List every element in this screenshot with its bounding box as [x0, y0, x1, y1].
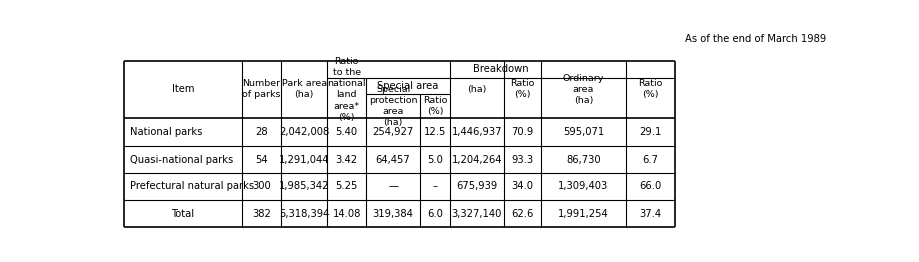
Text: 29.1: 29.1	[639, 127, 661, 137]
Text: 319,384: 319,384	[372, 209, 413, 219]
Text: 37.4: 37.4	[639, 209, 661, 219]
Text: 1,204,264: 1,204,264	[451, 155, 502, 165]
Text: 254,927: 254,927	[372, 127, 414, 137]
Text: 28: 28	[255, 127, 267, 137]
Text: Quasi-national parks: Quasi-national parks	[130, 155, 233, 165]
Text: 5.0: 5.0	[426, 155, 443, 165]
Text: 3.42: 3.42	[335, 155, 357, 165]
Text: 64,457: 64,457	[375, 155, 410, 165]
Text: 1,309,403: 1,309,403	[558, 181, 607, 191]
Text: Total: Total	[171, 209, 195, 219]
Text: 62.6: 62.6	[510, 209, 533, 219]
Text: 1,985,342: 1,985,342	[278, 181, 329, 191]
Text: 5.40: 5.40	[335, 127, 357, 137]
Text: 5,318,394: 5,318,394	[278, 209, 329, 219]
Text: Ratio
(%): Ratio (%)	[509, 79, 534, 100]
Text: 2,042,008: 2,042,008	[278, 127, 329, 137]
Text: Ratio
(%): Ratio (%)	[638, 79, 662, 100]
Text: 93.3: 93.3	[511, 155, 533, 165]
Text: 66.0: 66.0	[639, 181, 661, 191]
Text: National parks: National parks	[130, 127, 202, 137]
Text: Prefectural natural parks: Prefectural natural parks	[130, 181, 254, 191]
Text: 5.25: 5.25	[335, 181, 357, 191]
Text: 6.7: 6.7	[641, 155, 658, 165]
Text: Special area: Special area	[377, 81, 438, 91]
Text: Ratio
(%): Ratio (%)	[423, 96, 447, 116]
Text: 3,327,140: 3,327,140	[451, 209, 502, 219]
Text: (ha): (ha)	[467, 85, 486, 94]
Text: 54: 54	[255, 155, 267, 165]
Text: –: –	[432, 181, 437, 191]
Text: 86,730: 86,730	[565, 155, 600, 165]
Text: 14.08: 14.08	[332, 209, 360, 219]
Text: 6.0: 6.0	[426, 209, 443, 219]
Text: Special
protection
area
(ha): Special protection area (ha)	[369, 85, 417, 127]
Text: 675,939: 675,939	[456, 181, 497, 191]
Text: Ratio
to the
national
land
area*
(%): Ratio to the national land area* (%)	[327, 57, 366, 122]
Text: 1,291,044: 1,291,044	[278, 155, 329, 165]
Text: 595,071: 595,071	[562, 127, 604, 137]
Text: Breakdown: Breakdown	[472, 64, 528, 74]
Text: 70.9: 70.9	[510, 127, 533, 137]
Text: 300: 300	[252, 181, 270, 191]
Text: As of the end of March 1989: As of the end of March 1989	[684, 35, 825, 45]
Text: —: —	[388, 181, 398, 191]
Text: 382: 382	[252, 209, 271, 219]
Text: 34.0: 34.0	[511, 181, 532, 191]
Text: 1,991,254: 1,991,254	[558, 209, 608, 219]
Text: Ordinary
area
(ha): Ordinary area (ha)	[562, 74, 604, 105]
Text: Item: Item	[172, 84, 194, 94]
Text: 1,446,937: 1,446,937	[451, 127, 502, 137]
Text: Park area
(ha): Park area (ha)	[281, 79, 326, 100]
Text: Number
of parks: Number of parks	[242, 79, 280, 100]
Text: 12.5: 12.5	[424, 127, 446, 137]
